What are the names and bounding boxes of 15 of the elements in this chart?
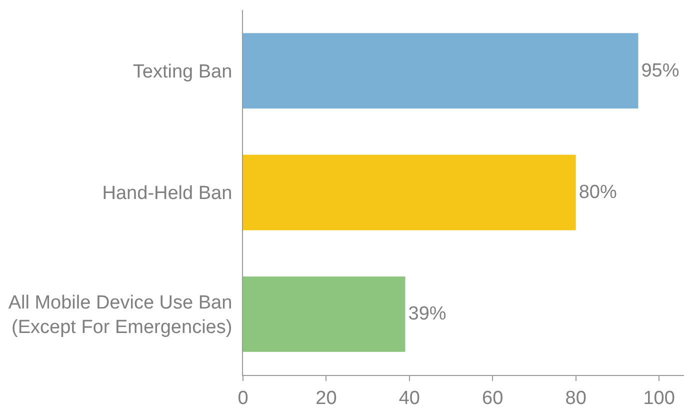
bar	[243, 154, 576, 230]
data-label: 39%	[408, 304, 446, 325]
x-tick-label: 100	[643, 388, 675, 409]
x-tick-label: 0	[238, 388, 248, 409]
y-tick-label: All Mobile Device Use Ban (Except For Emergencies)	[8, 292, 232, 338]
y-tick-label: Texting Ban	[132, 61, 232, 82]
x-tick-label: 40	[398, 388, 420, 409]
data-label: 80%	[578, 182, 617, 203]
x-tick-label: 80	[565, 388, 586, 409]
x-tick-label: 20	[316, 388, 337, 409]
x-tick-label: 60	[482, 388, 504, 409]
bar	[243, 276, 406, 352]
bar	[243, 33, 638, 109]
y-tick-label: Hand-Held Ban	[102, 183, 232, 204]
data-label: 95%	[641, 60, 680, 82]
